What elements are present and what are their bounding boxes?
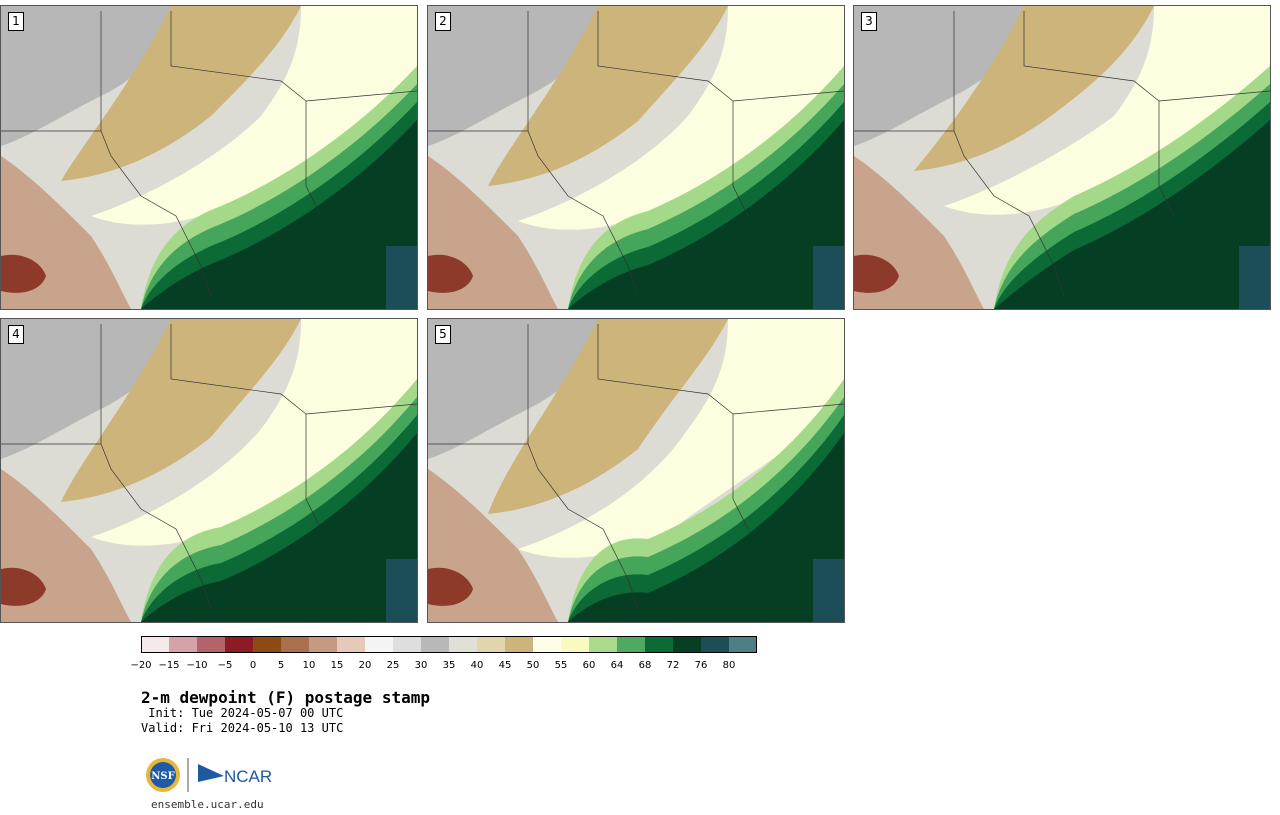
colorbar-swatch <box>309 636 337 653</box>
map-panel-3: 3 <box>853 5 1271 310</box>
colorbar-swatch <box>561 636 589 653</box>
colorbar-swatch <box>421 636 449 653</box>
svg-text:NCAR: NCAR <box>224 767 272 786</box>
map-panel-4: 4 <box>0 318 418 623</box>
dewpoint-map <box>1 6 417 309</box>
colorbar-tick-label: 50 <box>526 660 540 671</box>
colorbar-swatch <box>589 636 617 653</box>
colorbar-tick-label: −15 <box>158 660 180 671</box>
colorbar-tick-label: 80 <box>722 660 736 671</box>
colorbar-swatch <box>281 636 309 653</box>
colorbar-tick-label: 0 <box>249 660 257 671</box>
colorbar-swatch <box>533 636 561 653</box>
colorbar-tick-label: 35 <box>442 660 456 671</box>
colorbar-swatch <box>673 636 701 653</box>
colorbar-swatch <box>337 636 365 653</box>
colorbar-swatch <box>505 636 533 653</box>
panel-number: 3 <box>861 12 877 31</box>
colorbar-swatch <box>477 636 505 653</box>
colorbar-swatch <box>701 636 729 653</box>
panel-number: 4 <box>8 325 24 344</box>
colorbar-swatch <box>197 636 225 653</box>
panel-number: 5 <box>435 325 451 344</box>
colorbar-tick-label: 10 <box>302 660 316 671</box>
colorbar-tick-label: 68 <box>638 660 652 671</box>
colorbar-tick-label: 5 <box>277 660 285 671</box>
colorbar-tick-label: 30 <box>414 660 428 671</box>
colorbar-tick-label: 72 <box>666 660 680 671</box>
panel-number: 1 <box>8 12 24 31</box>
svg-text:NSF: NSF <box>151 771 174 782</box>
colorbar-tick-label: −10 <box>186 660 208 671</box>
dewpoint-map <box>428 319 844 622</box>
panel-number: 2 <box>435 12 451 31</box>
website-link[interactable]: ensemble.ucar.edu <box>151 798 264 811</box>
colorbar-tick-label: 45 <box>498 660 512 671</box>
dewpoint-map <box>428 6 844 309</box>
map-panel-5: 5 <box>427 318 845 623</box>
colorbar-tick-label: 76 <box>694 660 708 671</box>
colorbar-swatch <box>729 636 757 653</box>
map-panel-1: 1 <box>0 5 418 310</box>
map-panel-2: 2 <box>427 5 845 310</box>
colorbar-swatch <box>393 636 421 653</box>
colorbar-tick-label: 25 <box>386 660 400 671</box>
init-time: Init: Tue 2024-05-07 00 UTC <box>141 706 344 720</box>
dewpoint-map <box>854 6 1270 309</box>
page-title: 2-m dewpoint (F) postage stamp <box>141 688 430 707</box>
colorbar-swatch <box>365 636 393 653</box>
ncar-logo: NCAR <box>198 764 272 786</box>
colorbar-swatch <box>141 636 169 653</box>
colorbar-tick-label: 40 <box>470 660 484 671</box>
nsf-ncar-logo: NSF NCAR <box>146 758 272 792</box>
colorbar-swatch <box>617 636 645 653</box>
colorbar-tick-label: −20 <box>130 660 152 671</box>
colorbar <box>141 636 757 653</box>
colorbar-tick-label: 20 <box>358 660 372 671</box>
colorbar-swatch <box>253 636 281 653</box>
colorbar-tick-label: 64 <box>610 660 624 671</box>
colorbar-swatch <box>449 636 477 653</box>
colorbar-tick-label: −5 <box>217 660 233 671</box>
colorbar-swatch <box>169 636 197 653</box>
colorbar-swatch <box>645 636 673 653</box>
valid-time: Valid: Fri 2024-05-10 13 UTC <box>141 721 344 735</box>
nsf-logo: NSF <box>146 758 180 792</box>
colorbar-tick-label: 60 <box>582 660 596 671</box>
colorbar-swatch <box>225 636 253 653</box>
colorbar-tick-label: 15 <box>330 660 344 671</box>
dewpoint-map <box>1 319 417 622</box>
colorbar-tick-label: 55 <box>554 660 568 671</box>
